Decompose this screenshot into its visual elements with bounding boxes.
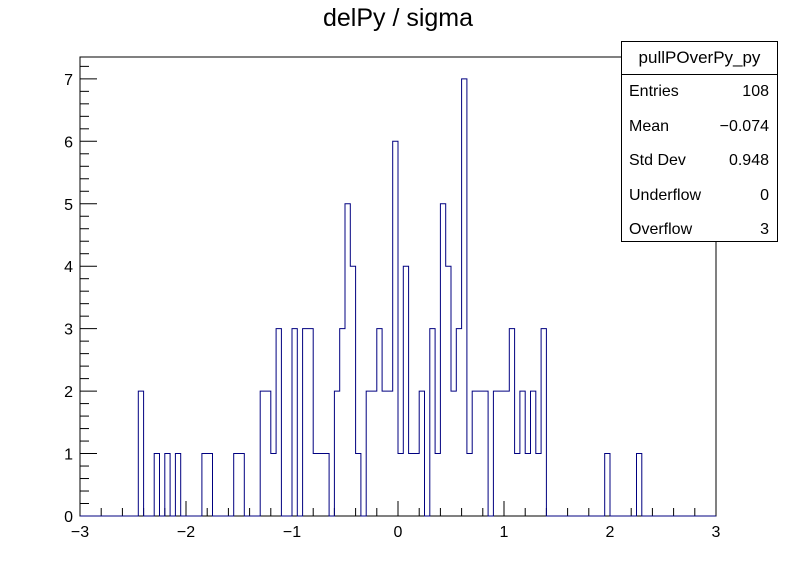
- stats-row-entries: Entries 108: [622, 75, 777, 110]
- histogram-bin: [175, 454, 180, 516]
- histogram-bin: [483, 391, 488, 516]
- histogram-bin: [403, 266, 408, 516]
- histogram-bin: [382, 391, 387, 516]
- histogram-bin: [393, 141, 398, 516]
- histogram-bin: [260, 391, 265, 516]
- histogram-bin: [472, 391, 477, 516]
- histogram-bin: [239, 454, 244, 516]
- histogram-bin: [266, 391, 271, 516]
- histogram-bin: [313, 454, 318, 516]
- stats-value: 0.948: [728, 152, 769, 169]
- histogram-bin: [456, 329, 461, 516]
- stats-row-overflow: Overflow 3: [622, 213, 777, 248]
- y-tick-label: 4: [64, 259, 73, 276]
- histogram-bin: [334, 391, 339, 516]
- histogram-bin: [340, 329, 345, 516]
- x-tick-label: 0: [394, 524, 403, 541]
- histogram-bin: [525, 454, 530, 516]
- y-tick-label: 2: [64, 384, 73, 401]
- histogram-bin: [414, 454, 419, 516]
- histogram-bin: [398, 454, 403, 516]
- histogram-bin: [493, 391, 498, 516]
- y-tick-label: 7: [64, 72, 73, 89]
- histogram-bin: [319, 454, 324, 516]
- histogram-bin: [303, 329, 308, 516]
- histogram-bin: [451, 391, 456, 516]
- histogram-bin: [356, 454, 361, 516]
- stats-label: Overflow: [629, 221, 693, 238]
- histogram-bin: [435, 454, 440, 516]
- stats-row-underflow: Underflow 0: [622, 179, 777, 214]
- histogram-bin: [409, 454, 414, 516]
- histogram-bin: [350, 266, 355, 516]
- stats-label: Underflow: [629, 186, 702, 204]
- histogram-bin: [504, 391, 509, 516]
- histogram-bin: [345, 204, 350, 516]
- histogram-bin: [271, 454, 276, 516]
- histogram-bin: [467, 454, 472, 516]
- chart-title: delPy / sigma: [322, 4, 474, 32]
- x-tick-label: 2: [606, 524, 615, 541]
- histogram-bin: [138, 391, 143, 516]
- histogram-bin: [234, 454, 239, 516]
- histogram-bin: [154, 454, 159, 516]
- stats-value: 0: [760, 186, 769, 204]
- stats-label: Entries: [629, 83, 679, 100]
- stats-row-std-dev: Std Dev 0.948: [622, 144, 777, 179]
- histogram-bin: [478, 391, 483, 516]
- x-tick-label: −3: [71, 524, 89, 541]
- x-tick-label: −1: [283, 524, 301, 541]
- histogram-bin: [419, 391, 424, 516]
- stats-label: Mean: [629, 117, 670, 135]
- y-tick-label: 1: [64, 447, 73, 464]
- histogram-bin: [308, 329, 313, 516]
- histogram-bin: [430, 329, 435, 516]
- stats-value: 108: [742, 83, 769, 100]
- histogram-bin: [499, 391, 504, 516]
- histogram-series: [80, 78, 716, 517]
- stats-value: 3: [760, 221, 769, 238]
- histogram-bin: [637, 454, 642, 516]
- y-tick-label: 3: [64, 322, 73, 339]
- histogram-bin: [536, 454, 541, 516]
- y-tick-label: 6: [64, 134, 73, 151]
- histogram-bin: [292, 329, 297, 516]
- histogram-bin: [377, 329, 382, 516]
- histogram-bin: [520, 391, 525, 516]
- x-axis: −3 −2 −1 0 1 2 3: [71, 501, 721, 541]
- stats-box: pullPOverPy_py Entries 108 Mean −0.074 S…: [621, 41, 778, 242]
- stats-label: Std Dev: [629, 152, 686, 169]
- histogram-bin: [366, 391, 371, 516]
- histogram-bin: [276, 329, 281, 516]
- histogram-bin: [207, 454, 212, 516]
- x-tick-label: 3: [712, 524, 721, 541]
- histogram-bin: [531, 391, 536, 516]
- y-tick-label: 5: [64, 197, 73, 214]
- histogram-bin: [462, 79, 467, 516]
- x-tick-label: 1: [500, 524, 509, 541]
- histogram-bin: [324, 454, 329, 516]
- stats-title: pullPOverPy_py: [622, 42, 777, 75]
- histogram-bin: [541, 329, 546, 516]
- y-axis: 0 1 2 3 4 5 6 7: [64, 65, 97, 526]
- histogram-bin: [440, 204, 445, 516]
- histogram-bin: [165, 454, 170, 516]
- histogram-bin: [515, 454, 520, 516]
- y-tick-label: 0: [64, 509, 73, 526]
- histogram-bin: [509, 329, 514, 516]
- x-tick-label: −2: [177, 524, 195, 541]
- histogram-bin: [446, 266, 451, 516]
- histogram-bin: [387, 391, 392, 516]
- histogram-bin: [202, 454, 207, 516]
- stats-value: −0.074: [719, 117, 769, 135]
- histogram-bin: [605, 454, 610, 516]
- histogram-bin: [372, 391, 377, 516]
- histogram-bins: [138, 79, 642, 516]
- stats-row-mean: Mean −0.074: [622, 110, 777, 145]
